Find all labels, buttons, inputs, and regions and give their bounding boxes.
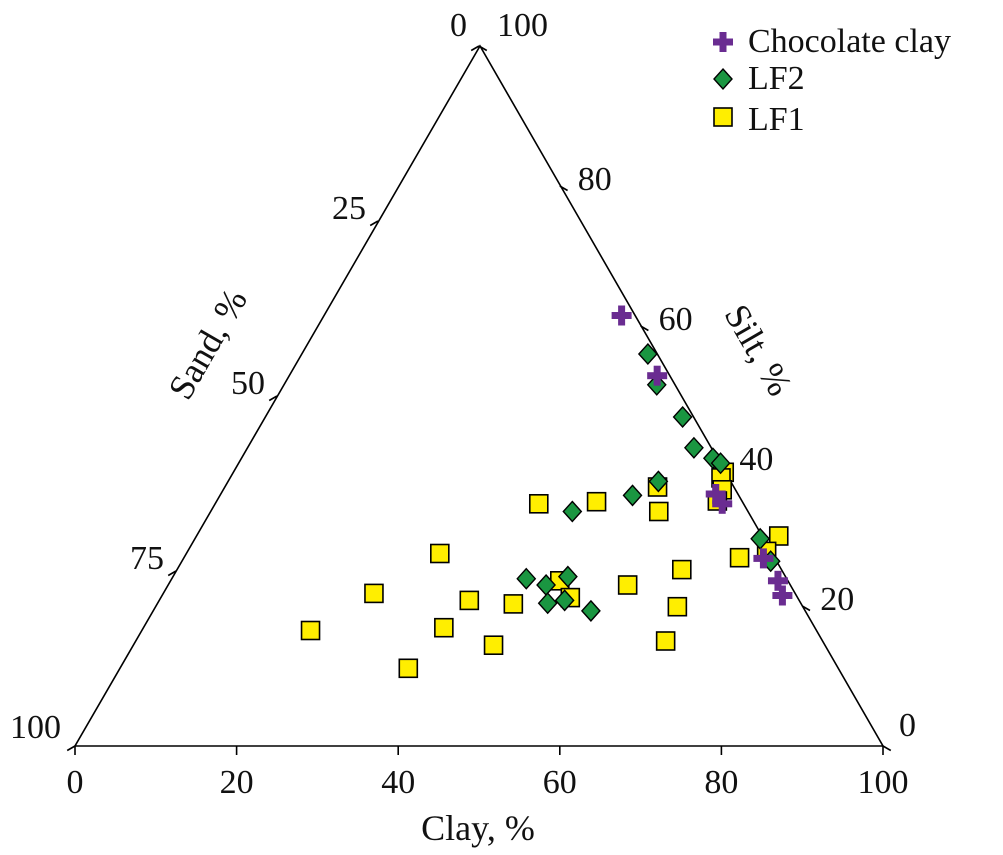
square-data-point (459, 590, 480, 611)
silt-tick-mark (640, 325, 649, 332)
plus-marker-icon (713, 32, 733, 52)
plus-legend-marker (713, 32, 733, 52)
plus-bar-vertical (719, 32, 727, 52)
diamond-data-point (516, 567, 537, 590)
square-data-point (729, 547, 750, 568)
plus-bar-vertical (778, 585, 786, 606)
silt-tick-mark (478, 45, 488, 52)
sand-tick-mark (470, 45, 480, 52)
square-data-point (648, 501, 669, 522)
triangle-frame (73, 44, 885, 747)
square-data-point (672, 559, 692, 580)
square-data-point (364, 583, 384, 604)
legend-item-lf2: LF2 (713, 60, 805, 97)
sand-tick-mark (66, 745, 76, 752)
silt-tick-label: 80 (578, 161, 612, 198)
plus-bar-vertical (759, 548, 767, 569)
plus-data-point (712, 493, 733, 514)
diamond-data-point (554, 589, 575, 612)
legend-item-lf1: LF1 (713, 101, 805, 138)
clay-tick-label: 20 (220, 764, 254, 801)
plus-bar-vertical (718, 493, 726, 514)
legend-label-chocolate-clay: Chocolate clay (748, 23, 951, 60)
square-data-point (528, 493, 549, 514)
silt-tick-label: 0 (899, 707, 916, 744)
legend: Chocolate clay LF2 LF1 (713, 23, 951, 138)
plus-bar-vertical (774, 570, 782, 591)
square-data-point (667, 596, 688, 617)
sand-tick-mark (167, 570, 177, 577)
square-data-point (434, 617, 454, 638)
diamond-data-point (537, 592, 558, 615)
sand-tick-label: 25 (332, 190, 366, 227)
sand-tick-label: 75 (130, 540, 164, 577)
diamond-data-point (683, 436, 704, 459)
clay-tick-label: 60 (543, 764, 577, 801)
plus-bar-vertical (618, 305, 626, 326)
diamond-data-point (557, 565, 578, 588)
sand-tick-label: 100 (10, 709, 61, 746)
square-data-point (655, 631, 676, 651)
square-data-point (430, 543, 450, 564)
silt-tick-mark (882, 745, 892, 752)
silt-tick-label: 100 (497, 7, 548, 44)
sand-tick-label: 50 (231, 365, 265, 402)
diamond-data-point (580, 599, 601, 622)
triangle-outline (73, 44, 885, 747)
plus-bar-vertical (653, 365, 661, 386)
series-lf2 (516, 342, 781, 622)
diamond-marker-icon (713, 67, 733, 91)
silt-tick-mark (801, 605, 811, 612)
legend-item-chocolate-clay: Chocolate clay (713, 23, 951, 60)
square-data-point (586, 491, 607, 512)
plus-data-point (753, 548, 774, 569)
legend-label-lf2: LF2 (748, 60, 805, 97)
clay-axis-title: Clay, % (421, 808, 535, 848)
plus-data-point (772, 585, 793, 606)
silt-tick-label: 20 (820, 581, 854, 618)
plus-data-point (705, 484, 726, 504)
square-data-point (768, 526, 789, 546)
clay-tick-label: 80 (704, 764, 738, 801)
plus-data-point (647, 365, 668, 386)
data-points (300, 305, 793, 679)
sand-tick-mark (268, 395, 278, 402)
square-marker-icon (713, 107, 733, 127)
tick-marks (66, 45, 892, 755)
sand-tick-mark (369, 220, 379, 227)
sand-tick-label: 0 (450, 7, 467, 44)
square-data-point (398, 658, 419, 679)
diamond-data-point (637, 342, 658, 366)
diamond-data-point (672, 405, 693, 429)
clay-tick-label: 40 (381, 764, 415, 801)
plus-bar-vertical (712, 484, 720, 504)
square-data-point (300, 620, 321, 641)
series-chocolate-clay (611, 305, 793, 606)
diamond-data-point (622, 484, 643, 507)
square-legend-marker (713, 107, 733, 127)
silt-tick-label: 40 (739, 441, 773, 478)
plus-data-point (767, 570, 788, 591)
silt-tick-mark (559, 185, 568, 192)
diamond-data-point (710, 452, 731, 475)
diamond-legend-marker (713, 67, 733, 91)
square-data-point (483, 635, 504, 656)
clay-tick-label: 0 (67, 764, 84, 801)
clay-tick-label: 100 (858, 764, 909, 801)
square-data-point (503, 594, 524, 614)
diamond-data-point (648, 470, 669, 493)
silt-axis-title: Silt, % (717, 298, 801, 403)
diamond-data-point (562, 500, 583, 523)
legend-label-lf1: LF1 (748, 101, 805, 138)
plus-data-point (611, 305, 632, 326)
square-data-point (617, 575, 638, 595)
silt-tick-label: 60 (659, 301, 693, 338)
